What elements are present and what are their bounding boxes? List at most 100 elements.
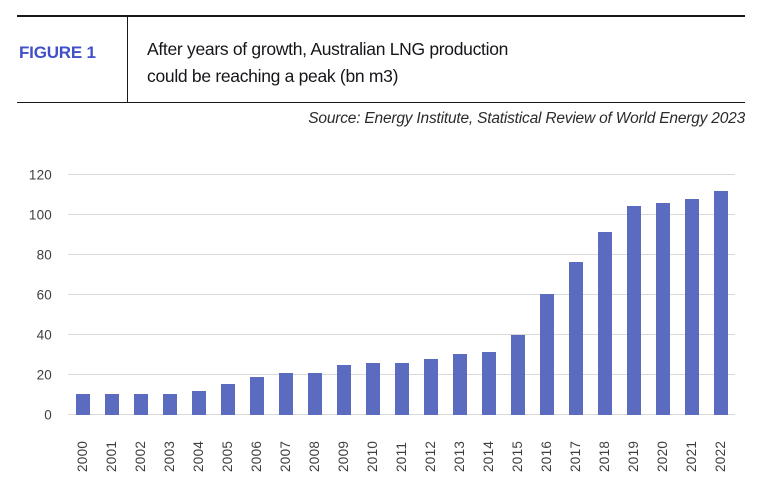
figure-title-line-2: could be reaching a peak (bn m3) [147,66,399,86]
x-tick-slot: 2022 [706,422,735,472]
bar-2017 [568,262,583,415]
gridline-20 [68,374,735,376]
x-tick-slot: 2021 [677,422,706,472]
x-tick-label-2013: 2013 [451,440,467,472]
x-tick-slot: 2009 [329,422,358,472]
bar-2011 [394,363,409,415]
bar-slot [300,175,329,415]
x-tick-label-2018: 2018 [596,440,612,472]
bar-slot [213,175,242,415]
bar-slot [242,175,271,415]
bar-2007 [278,373,293,415]
x-tick-label-2020: 2020 [654,440,670,472]
bar-slot [155,175,184,415]
bar-slot [561,175,590,415]
gridline-80 [68,254,735,256]
gridline-100 [68,214,735,215]
x-tick-slot: 2016 [532,422,561,472]
bar-slot [532,175,561,415]
bar-2015 [510,335,525,415]
bar-slot [648,175,677,415]
x-tick-slot: 2004 [184,422,213,472]
gridline-120 [68,174,735,175]
bar-slot [445,175,474,415]
x-tick-slot: 2005 [213,422,242,472]
bar-2005 [220,384,235,415]
x-tick-slot: 2008 [300,422,329,472]
figure-header: FIGURE 1 After years of growth, Australi… [17,15,745,103]
y-tick-label-100: 100 [28,207,52,223]
x-tick-label-2000: 2000 [74,440,90,472]
bar-2009 [336,365,351,415]
gridline-60 [68,294,735,295]
bar-slot [619,175,648,415]
bar-2012 [423,359,438,415]
bar-2018 [597,232,612,415]
bar-slot [358,175,387,415]
x-tick-slot: 2011 [387,422,416,472]
bar-slot [590,175,619,415]
x-tick-slot: 2018 [590,422,619,472]
bar-2002 [133,394,148,415]
bar-slot [126,175,155,415]
x-tick-slot: 2000 [68,422,97,472]
x-tick-label-2019: 2019 [625,440,641,472]
y-tick-label-0: 0 [44,407,52,423]
bar-2019 [626,206,641,415]
header-divider [127,17,128,102]
bar-2020 [655,203,670,415]
bar-slot [416,175,445,415]
x-tick-slot: 2006 [242,422,271,472]
x-tick-slot: 2013 [445,422,474,472]
x-tick-label-2022: 2022 [712,440,728,472]
x-tick-slot: 2019 [619,422,648,472]
bar-slot [474,175,503,415]
bar-slot [387,175,416,415]
x-tick-label-2010: 2010 [364,440,380,472]
y-tick-label-60: 60 [36,287,52,303]
x-tick-label-2011: 2011 [393,441,409,472]
y-tick-label-80: 80 [36,247,52,263]
x-tick-label-2002: 2002 [132,440,148,472]
bar-2004 [191,391,206,415]
bar-2014 [481,352,496,415]
x-tick-slot: 2020 [648,422,677,472]
x-tick-label-2006: 2006 [248,440,264,472]
bar-2016 [539,294,554,415]
y-tick-label-20: 20 [36,367,52,383]
x-tick-label-2005: 2005 [219,440,235,472]
x-tick-slot: 2003 [155,422,184,472]
x-tick-label-2009: 2009 [335,440,351,472]
x-tick-slot: 2012 [416,422,445,472]
bar-2010 [365,363,380,415]
bar-2000 [75,394,90,415]
bar-slot [677,175,706,415]
bar-slot [271,175,300,415]
bar-slot [329,175,358,415]
bar-2001 [104,394,119,415]
bar-2003 [162,394,177,415]
bar-2008 [307,373,322,415]
bar-2022 [713,191,728,415]
gridline-0 [68,414,735,415]
bar-slot [706,175,735,415]
x-tick-label-2012: 2012 [422,440,438,472]
figure-title: After years of growth, Australian LNG pr… [128,17,745,102]
figure-number-label: FIGURE 1 [19,43,96,62]
bar-slot [97,175,126,415]
y-tick-label-40: 40 [36,327,52,343]
x-axis: 2000 2001 2002 2003 2004 2005 2006 2007 2008 2009… [68,422,735,472]
bar-2006 [249,377,264,415]
bar-2021 [684,199,699,415]
x-tick-slot: 2017 [561,422,590,472]
gridline-40 [68,334,735,336]
x-tick-label-2008: 2008 [306,440,322,472]
x-tick-slot: 2002 [126,422,155,472]
x-tick-label-2015: 2015 [509,440,525,472]
x-tick-label-2016: 2016 [538,440,554,472]
plot-area [68,174,735,415]
x-tick-slot: 2015 [503,422,532,472]
x-tick-slot: 2007 [271,422,300,472]
x-tick-slot: 2014 [474,422,503,472]
